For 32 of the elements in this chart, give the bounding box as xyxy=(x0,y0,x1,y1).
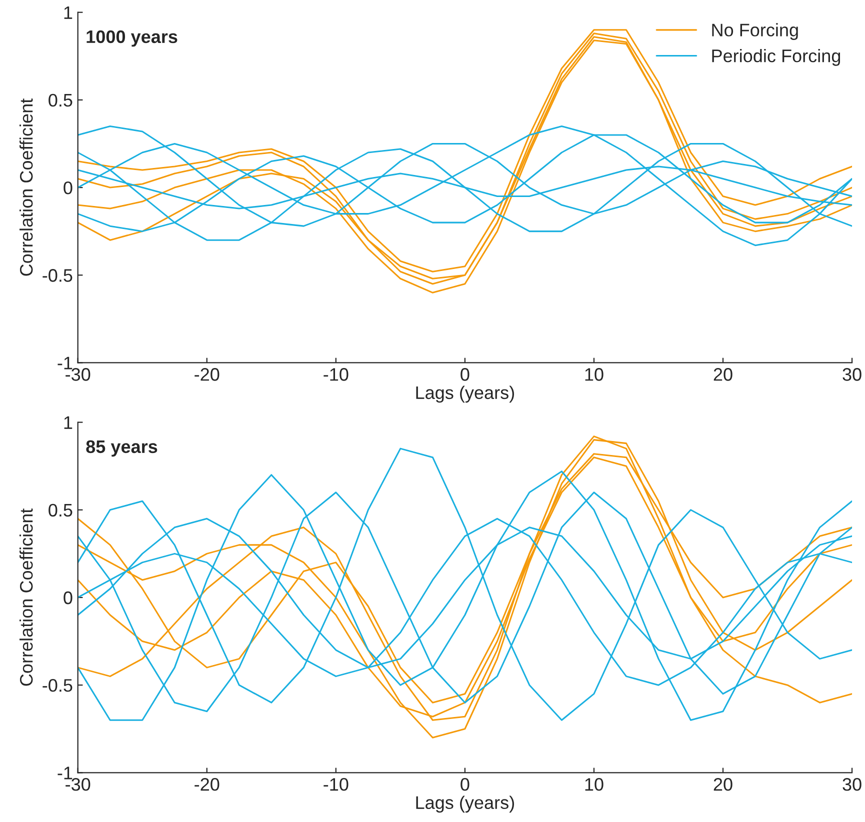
x-tick-label: 10 xyxy=(585,778,604,791)
x-tick-label: 30 xyxy=(842,778,862,791)
x-tick-label: -20 xyxy=(194,778,220,791)
legend-label: No Forcing xyxy=(712,23,798,40)
x-axis-title: Lags (years) xyxy=(416,796,514,813)
x-tick-label: -30 xyxy=(66,368,90,381)
x-tick-label: 20 xyxy=(714,368,732,381)
y-tick-label: 1 xyxy=(64,6,72,19)
x-tick-label: 20 xyxy=(714,778,732,791)
x-tick-label: 0 xyxy=(460,368,470,381)
x-tick-label: 0 xyxy=(460,778,470,791)
y-tick-label: 0.5 xyxy=(48,504,72,517)
x-tick-label: -10 xyxy=(324,778,348,791)
y-tick-label: -1 xyxy=(58,356,72,370)
x-tick-label: -30 xyxy=(66,778,90,791)
y-axis-title: Correlation Coefficient xyxy=(19,508,33,686)
x-tick-label: 10 xyxy=(585,368,604,381)
y-tick-label: -0.5 xyxy=(42,269,72,282)
y-tick-label: 1 xyxy=(64,416,72,429)
x-axis-title: Lags (years) xyxy=(416,386,514,403)
x-tick-label: 30 xyxy=(842,368,862,381)
y-tick-label: -0.5 xyxy=(42,679,72,692)
annotation: 85 years xyxy=(86,440,158,457)
y-tick-label: 0 xyxy=(64,591,72,604)
y-tick-label: 0.5 xyxy=(48,94,72,107)
x-tick-label: -10 xyxy=(324,368,348,381)
y-axis-title: Correlation Coefficient xyxy=(19,98,33,276)
x-tick-label: -20 xyxy=(194,368,220,381)
y-tick-label: 0 xyxy=(64,181,72,194)
annotation: 1000 years xyxy=(86,30,178,47)
y-tick-label: -1 xyxy=(58,766,72,780)
legend-label: Periodic Forcing xyxy=(712,49,840,66)
